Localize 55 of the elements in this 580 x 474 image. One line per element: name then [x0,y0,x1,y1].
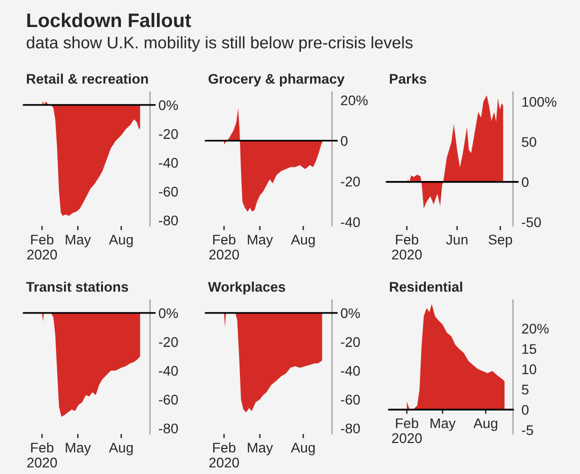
y-tick-label: -40 [340,217,360,228]
y-tick-label: -80 [158,424,178,434]
chart-title: Parks [390,74,426,84]
y-tick-label: -80 [158,216,178,226]
y-tick-label: 0 [522,404,529,415]
y-tick-label: -60 [340,394,360,405]
x-tick-label: Aug [290,234,315,248]
y-tick-label: 5 [522,384,528,395]
x-tick-label: May [430,418,456,431]
y-tick-label: 100% [522,96,556,107]
y-tick-label: 0 [340,136,348,146]
y-tick-label: 0% [158,100,178,110]
y-tick-label: -20 [340,176,360,187]
x-tick-label: Jun [446,234,468,245]
text: data show U.K. mobility is still below pre-crisis levels [26,36,413,52]
chart-title: Transit stations [26,282,128,292]
x-tick-label: May [248,234,273,248]
y-tick-label: 20% [522,324,549,334]
y-tick-label: 0% [158,308,178,318]
y-tick-label: -5 [522,425,534,436]
y-tick-label: 10 [522,364,536,374]
y-tick-label: 15 [522,344,536,354]
chart-title: Residential [390,282,462,292]
x-tick-label: Sep [488,234,512,248]
y-tick-label: -20 [158,337,178,347]
y-tick-label: 20% [341,95,368,106]
chart-title: Retail & recreation [26,74,148,84]
x-tick-label: Feb 2020 [27,234,57,260]
y-tick-label: -20 [340,337,360,347]
x-tick-label: Feb 2020 [27,442,57,468]
x-tick-label: Aug [473,418,498,431]
x-tick-label: Feb 2020 [392,418,422,444]
y-tick-label: -20 [158,129,178,139]
x-tick-label: Feb 2020 [392,234,422,260]
y-tick-label: 0% [340,308,360,318]
y-tick-label: 0 [522,177,529,188]
x-tick-label: Aug [108,442,133,456]
x-tick-label: May [66,442,91,456]
y-tick-label: -40 [158,366,178,376]
y-tick-label: -40 [158,158,178,168]
y-tick-label: -80 [340,424,360,434]
chart-title: Grocery & pharmacy [208,74,345,87]
x-tick-label: Aug [108,234,133,248]
x-tick-label: Aug [290,442,315,456]
x-tick-label: May [248,442,273,456]
chart-title: Workplaces [208,282,286,295]
text: Lockdown Fallout [27,12,192,28]
x-tick-label: Feb 2020 [209,234,239,260]
y-tick-label: -60 [158,186,178,197]
y-tick-label: 50 [522,137,536,147]
x-tick-label: Feb 2020 [209,442,239,468]
y-tick-label: -60 [158,394,178,405]
y-tick-label: -40 [340,366,360,376]
x-tick-label: May [66,234,91,248]
y-tick-label: -50 [522,217,541,228]
